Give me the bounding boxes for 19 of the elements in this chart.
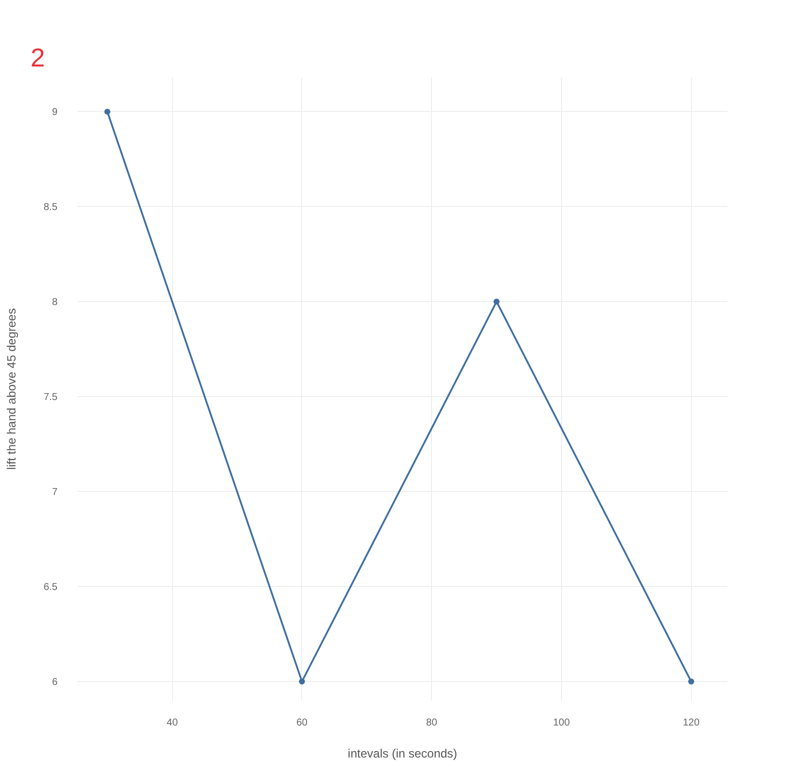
y-tick-label: 7 <box>52 487 58 498</box>
x-tick-label: 40 <box>166 718 178 728</box>
chart-title: 2 <box>30 42 45 72</box>
x-axis-title: intevals (in seconds) <box>348 746 458 760</box>
x-tick-label: 120 <box>682 718 700 728</box>
y-tick-label: 9 <box>52 107 58 118</box>
y-tick-label: 8.5 <box>44 202 58 214</box>
y-tick-label: 6.5 <box>44 582 58 594</box>
x-tick-label: 100 <box>553 718 570 728</box>
point <box>494 298 500 305</box>
point <box>298 678 305 684</box>
x-tick-label: 60 <box>296 718 308 728</box>
y-tick-label: 7.5 <box>44 392 58 404</box>
y-tick-label: 8 <box>52 297 58 308</box>
point <box>688 678 694 684</box>
point <box>104 108 110 115</box>
x-tick-label: 80 <box>426 718 438 728</box>
y-axis-title: lift the hand above 45 degrees <box>4 308 19 470</box>
y-tick-label: 6 <box>52 677 58 688</box>
